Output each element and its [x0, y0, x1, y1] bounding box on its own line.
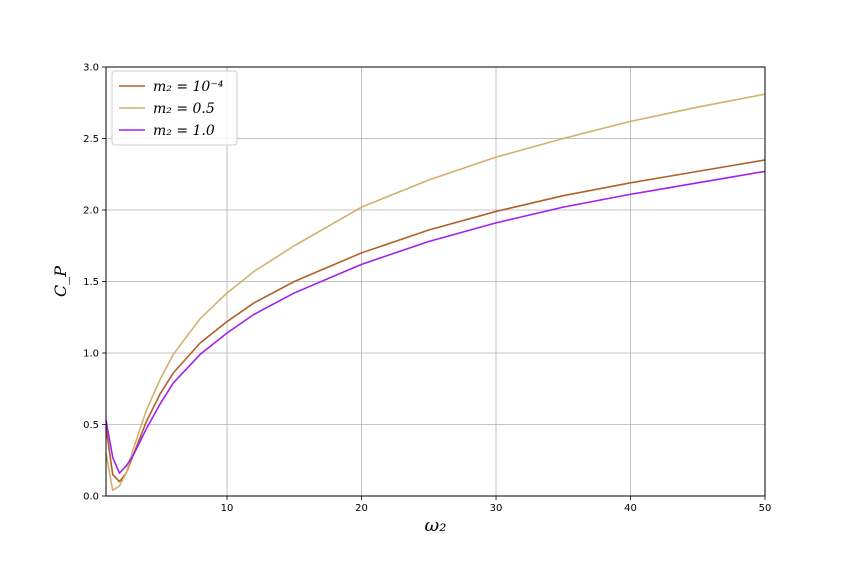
x-tick-label: 50	[759, 503, 772, 514]
y-tick-label: 2.0	[83, 206, 99, 217]
x-tick-label: 40	[624, 503, 637, 514]
legend-entry: m₂ = 10⁻⁴	[153, 79, 224, 95]
x-tick-label: 10	[221, 503, 234, 514]
y-tick-label: 1.5	[83, 277, 99, 288]
legend: m₂ = 10⁻⁴ m₂ = 0.5 m₂ = 1.0	[111, 70, 238, 146]
legend-entry: m₂ = 0.5	[153, 101, 215, 117]
x-tick-label: 30	[490, 503, 503, 514]
y-tick-label: 3.0	[83, 63, 99, 74]
y-tick-label: 0.0	[83, 492, 99, 503]
legend-box	[111, 70, 238, 146]
y-axis-ticks: 0.0 0.5 1.0 1.5 2.0 2.5 3.0	[83, 63, 106, 503]
x-axis-ticks: 10 20 30 40 50	[221, 496, 772, 514]
series-layer	[105, 93, 766, 492]
series-line	[105, 159, 766, 483]
y-tick-label: 2.5	[83, 134, 99, 145]
series-line	[105, 170, 766, 474]
y-axis-label: C_P	[51, 266, 70, 297]
x-axis-label: ω₂	[425, 515, 447, 536]
y-tick-label: 1.0	[83, 349, 99, 360]
x-tick-label: 20	[355, 503, 368, 514]
legend-entry: m₂ = 1.0	[153, 123, 215, 139]
y-tick-label: 0.5	[83, 420, 99, 431]
series-line	[105, 93, 766, 492]
